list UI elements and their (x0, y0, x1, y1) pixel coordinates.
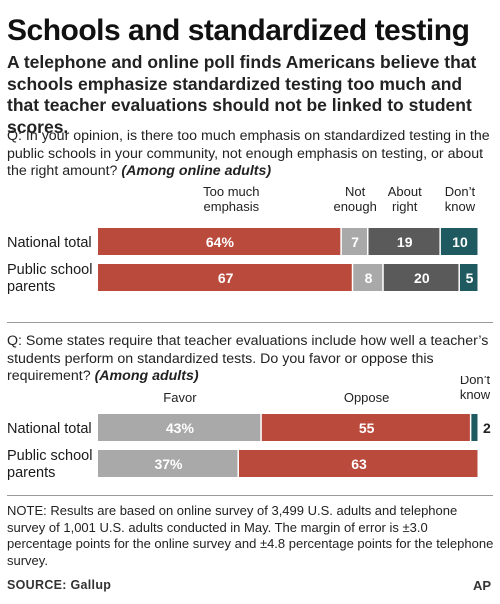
evaluation-chart: Favor Oppose Don’t know National total 43% 55 2… (0, 372, 500, 501)
bar-national-total-don-t-know (440, 228, 478, 255)
legend-not-enough: Not enough (333, 184, 376, 214)
bar-public-school-parents-favor (98, 450, 238, 477)
category-label-national-total: National total (7, 235, 92, 251)
question-2-text: Q: Some states require that teacher eval… (7, 333, 489, 384)
category-label-public-school-parents: Public school parents (7, 262, 92, 295)
question-1-text: Q: In your opinion, is there too much em… (7, 128, 490, 179)
question-2-qualifier: (Among adults) (94, 368, 199, 384)
chart-title: Schools and standardized testing (7, 14, 470, 47)
note-divider (7, 495, 493, 496)
data-label-national-total-favor: 43% (166, 420, 195, 436)
emphasis-chart-svg: Too much emphasis Not enough About right Don’t… (7, 184, 478, 295)
data-label-public-school-parents-not-enough: 8 (365, 270, 373, 286)
methodology-note: NOTE: Results are based on online survey… (7, 503, 494, 568)
bar-national-total-favor (98, 414, 261, 441)
bar-national-total-too-much-emphasis (98, 228, 341, 255)
bar-national-total-don-t-know (471, 414, 478, 441)
category-label-national-total: National total (7, 421, 92, 437)
question-1-qualifier: (Among online adults) (121, 163, 272, 179)
data-label-national-total-about-right: 19 (397, 234, 413, 250)
evaluation-chart-svg: Favor Oppose Don’t know National total 43% 55 2… (7, 372, 491, 481)
bar-national-total-about-right (368, 228, 440, 255)
data-label-national-total-don-t-know: 10 (452, 234, 468, 250)
bar-public-school-parents-about-right (383, 264, 459, 291)
data-label-public-school-parents-don-t-know: 5 (466, 270, 474, 286)
bar-public-school-parents-too-much-emphasis (98, 264, 352, 291)
legend-too-much-emphasis: Too much emphasis (203, 184, 260, 214)
legend-don-t-know: Don’t know (460, 376, 491, 402)
data-label-public-school-parents-too-much-emphasis: 67 (218, 270, 234, 286)
question-2: Q: Some states require that teacher eval… (7, 333, 493, 386)
chart-subtitle: A telephone and online poll finds Americ… (7, 52, 477, 137)
question-1: Q: In your opinion, is there too much em… (7, 128, 493, 181)
data-label-national-total-don-t-know: 2 (483, 420, 491, 436)
data-label-national-total-too-much-emphasis: 64% (206, 234, 235, 250)
bar-public-school-parents-don-t-know (459, 264, 478, 291)
legend-don-t-know: Don’t know (445, 184, 476, 214)
bar-national-total-oppose (261, 414, 470, 441)
bar-national-total-not-enough (341, 228, 368, 255)
data-label-national-total-not-enough: 7 (351, 234, 359, 250)
data-label-public-school-parents-favor: 37% (154, 456, 183, 472)
bar-public-school-parents-not-enough (353, 264, 383, 291)
legend-oppose: Oppose (344, 390, 390, 405)
emphasis-chart: Too much emphasis Not enough About right Don’t… (0, 180, 500, 300)
agency-credit: AP (472, 578, 491, 593)
legend-favor: Favor (163, 390, 197, 405)
data-label-public-school-parents-about-right: 20 (414, 270, 430, 286)
bar-public-school-parents-oppose (238, 450, 478, 477)
data-label-national-total-oppose: 55 (359, 420, 375, 436)
legend-about-right: About right (388, 184, 422, 214)
section-divider (7, 322, 493, 323)
source-credit: SOURCE: Gallup (7, 578, 112, 592)
category-label-public-school-parents: Public school parents (7, 448, 92, 481)
data-label-public-school-parents-oppose: 63 (351, 456, 367, 472)
